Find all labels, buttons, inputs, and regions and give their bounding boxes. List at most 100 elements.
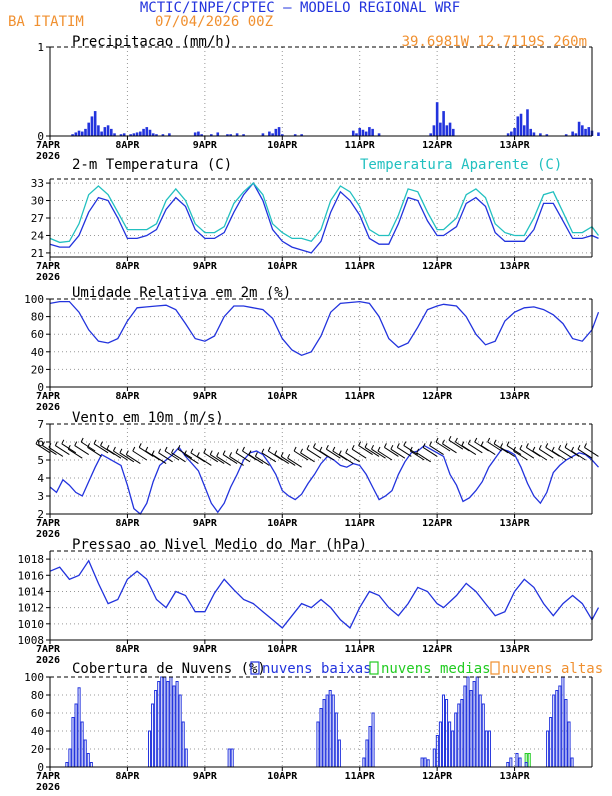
precip-bar	[197, 131, 200, 136]
clouds-x-tick-label: 11APR	[345, 771, 376, 782]
pres-y-tick-label: 1012	[18, 602, 45, 615]
precip-bar	[526, 109, 529, 136]
wind-barb-flag	[493, 439, 497, 445]
precip-bar	[361, 129, 365, 136]
wind-barb	[519, 448, 535, 459]
precip-bar	[210, 134, 213, 136]
wind-y-tick-label: 7	[37, 418, 44, 431]
wind-barb-flag	[325, 444, 329, 450]
wind-barb	[480, 445, 496, 456]
wind-barb-flag	[151, 450, 155, 455]
wind-barb	[435, 441, 451, 452]
wind-barb	[87, 446, 102, 457]
precip-bar	[574, 133, 578, 136]
wind-barb-flag	[158, 448, 162, 454]
precip-bar	[148, 129, 152, 136]
wind-barb-flag	[396, 443, 400, 448]
wind-barb	[248, 454, 264, 465]
wind-barb-flag	[93, 439, 97, 445]
clouds-y-tick-label: 40	[31, 725, 44, 738]
cloud-low-bar	[451, 730, 455, 768]
rh-x-tick-label: 9APR	[193, 391, 218, 402]
wind-barb	[216, 455, 231, 466]
wind-barb-flag	[577, 444, 581, 450]
precip-y-tick-label: 0	[37, 130, 44, 143]
wind-barb	[48, 446, 64, 457]
precip-bar	[216, 132, 220, 136]
cloud-low-bar	[438, 721, 442, 768]
wind-barb-flag	[474, 437, 478, 443]
cloud-low-bar	[160, 676, 164, 768]
temp-legend: Temperatura Aparente (C)	[360, 157, 562, 173]
wind-barb-flag	[177, 444, 181, 450]
temp-x-tick-label: 13APR	[500, 261, 531, 272]
wind-barb	[255, 455, 270, 466]
wind-barb-flag	[280, 452, 284, 457]
cloud-low-bar	[546, 730, 550, 768]
precip-bar	[587, 127, 591, 136]
wind-barb-flag	[306, 444, 310, 450]
clouds-y-tick-label: 100	[24, 671, 44, 684]
wind-barb-flag	[500, 443, 504, 448]
wind-barb	[319, 450, 335, 461]
precip-bar	[145, 127, 149, 136]
cloud-low-bar	[423, 757, 427, 768]
wind-barb-flag	[390, 444, 394, 450]
rh-series-line	[49, 300, 600, 357]
cloud-low-bar	[432, 748, 436, 768]
cloud-low-bar	[337, 739, 341, 768]
temp-series-line	[49, 182, 600, 244]
precip-bar	[448, 122, 452, 136]
wind-barb-flag	[132, 446, 136, 452]
precip-bar	[510, 131, 513, 136]
clouds-x-tick-label: 12APR	[422, 771, 453, 782]
precip-bar	[132, 133, 136, 136]
precip-bar	[235, 133, 239, 136]
wind-barb-flag	[196, 452, 200, 457]
precip-bar	[77, 130, 81, 136]
wind-barb-flag	[261, 448, 265, 454]
wind-barb-flag	[513, 446, 516, 452]
cloud-low-bar	[515, 753, 519, 768]
rh-x-tick-label: 7APR	[36, 391, 61, 402]
wind-barb	[416, 452, 431, 463]
wind-barb	[371, 448, 386, 459]
precip-bar	[280, 134, 284, 136]
precip-bar	[571, 131, 574, 136]
precip-x-tick-label: 12APR	[422, 140, 453, 151]
wind-barb	[345, 452, 360, 463]
rh-x-tick-label: 12APR	[422, 391, 453, 402]
pres-x-tick-label: 10APR	[267, 644, 298, 655]
rh-y-tick-label: 40	[31, 346, 44, 359]
cloud-low-bar	[420, 757, 424, 768]
temp-y-tick-label: 21	[31, 247, 44, 260]
wind-barb-flag	[145, 446, 149, 452]
wind-barb	[222, 454, 238, 465]
wind-barb	[132, 450, 148, 461]
wind-y-tick-label: 2	[37, 508, 44, 521]
cloud-low-bar	[154, 690, 158, 768]
wind-x-tick-label: 10APR	[267, 518, 298, 529]
pres-x-tick-label: 12APR	[422, 644, 453, 655]
cloud-low-bar	[472, 681, 476, 768]
wind-barb-flag	[506, 441, 510, 446]
page-title: MCTIC/INPE/CPTEC — MODELO REGIONAL WRF	[140, 0, 460, 16]
precip-bar	[74, 132, 78, 136]
wind-barb-flag	[87, 443, 91, 448]
precip-x-tick-label: 8APR	[115, 140, 140, 151]
wind-barb	[487, 441, 502, 452]
precip-bar	[80, 131, 84, 136]
clouds-y-tick-label: 0	[37, 761, 44, 774]
precip-bar	[371, 128, 374, 136]
wind-barb-flag	[229, 452, 233, 457]
cloud-low-bar	[65, 762, 69, 768]
precip-x-tick-label: 10APR	[267, 140, 298, 151]
precip-bar	[100, 131, 103, 136]
precip-bar	[429, 133, 432, 136]
pres-x-tick-label: 7APR	[36, 644, 61, 655]
cloud-low-bar	[166, 681, 170, 768]
cloud-low-bar	[552, 694, 556, 768]
rh-x-tick-label: 13APR	[500, 391, 531, 402]
wind-barb-flag	[345, 448, 349, 454]
